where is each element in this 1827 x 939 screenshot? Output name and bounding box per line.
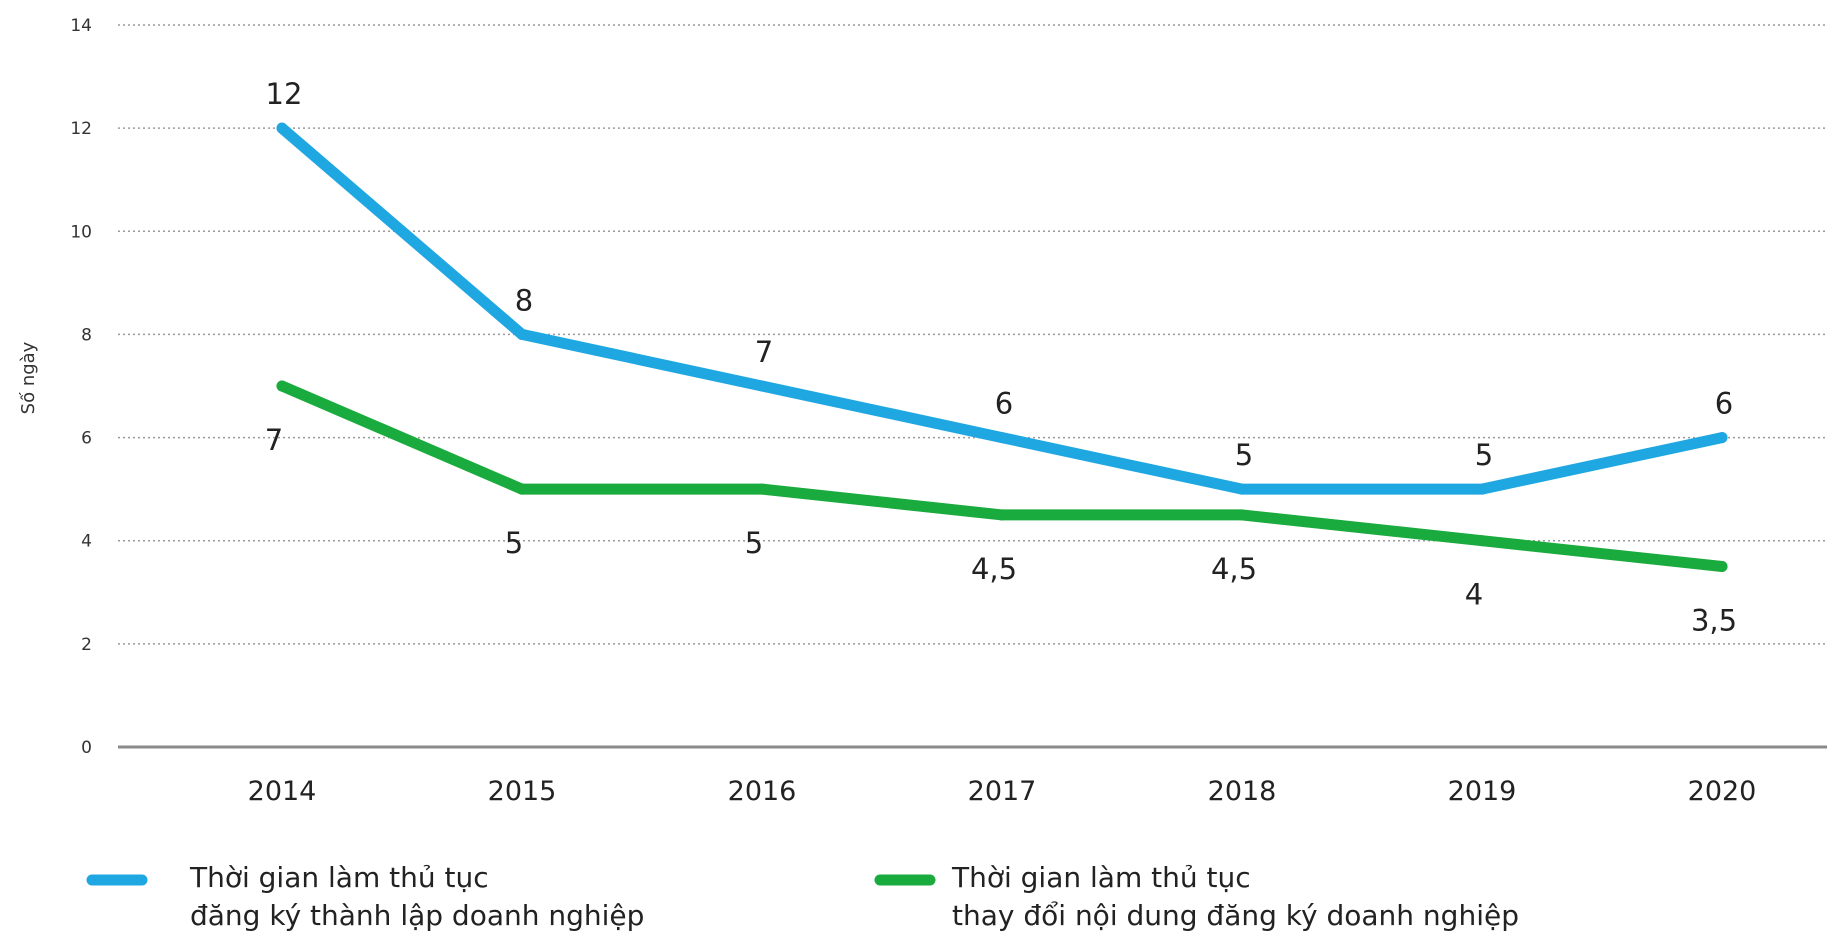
data-label-series-1-2014: 12 bbox=[266, 77, 303, 111]
x-tick-label-2020: 2020 bbox=[1688, 776, 1757, 807]
y-tick-label-2: 2 bbox=[81, 635, 92, 655]
data-labels: 12 8 7 6 5 5 6 7 5 5 4,5 4,5 4 3,5 bbox=[265, 77, 1737, 637]
y-tick-label-0: 0 bbox=[81, 738, 92, 758]
y-tick-label-4: 4 bbox=[81, 532, 92, 552]
x-tick-label-2015: 2015 bbox=[488, 776, 557, 807]
data-label-series-2-2020: 3,5 bbox=[1691, 604, 1737, 638]
data-label-series-1-2020: 6 bbox=[1715, 387, 1733, 421]
x-tick-label-2017: 2017 bbox=[968, 776, 1037, 807]
series-1-point-2016 bbox=[756, 380, 768, 392]
data-label-series-2-2016: 5 bbox=[745, 526, 763, 560]
series-2-point-2015 bbox=[516, 483, 528, 495]
legend-label-1: Thời gian làm thủ tục đăng ký thành lập d… bbox=[189, 861, 644, 932]
y-tick-label-6: 6 bbox=[81, 429, 92, 449]
data-label-series-2-2017: 4,5 bbox=[971, 552, 1017, 586]
series-1-point-2018 bbox=[1236, 483, 1248, 495]
data-label-series-1-2017: 6 bbox=[995, 387, 1013, 421]
series-1-point-2015 bbox=[516, 328, 528, 340]
data-label-series-1-2016: 7 bbox=[755, 335, 773, 369]
y-tick-label-10: 10 bbox=[70, 222, 92, 242]
data-label-series-2-2015: 5 bbox=[505, 526, 523, 560]
series-2-point-2017 bbox=[996, 509, 1008, 521]
y-tick-label-8: 8 bbox=[81, 325, 92, 345]
series-1-point-2020 bbox=[1716, 432, 1728, 444]
x-axis: 2014 2015 2016 2017 2018 2019 2020 bbox=[248, 776, 1757, 807]
series-1-point-2014 bbox=[276, 122, 288, 134]
y-tick-label-12: 12 bbox=[70, 119, 92, 139]
data-label-series-2-2014: 7 bbox=[265, 423, 283, 457]
gridlines bbox=[118, 24, 1827, 749]
data-label-series-1-2019: 5 bbox=[1475, 438, 1493, 472]
series-2-point-2018 bbox=[1236, 509, 1248, 521]
series-2-point-2020 bbox=[1716, 561, 1728, 572]
y-axis-title: Số ngày bbox=[18, 341, 39, 414]
y-tick-label-14: 14 bbox=[70, 16, 92, 36]
legend-label-2: Thời gian làm thủ tục thay đổi nội dung đ… bbox=[951, 861, 1519, 932]
y-axis: 0 2 4 6 8 10 12 14 bbox=[70, 16, 92, 758]
x-tick-label-2018: 2018 bbox=[1208, 776, 1277, 807]
data-label-series-1-2018: 5 bbox=[1235, 438, 1253, 472]
data-label-series-2-2019: 4 bbox=[1465, 578, 1483, 612]
x-tick-label-2016: 2016 bbox=[728, 776, 797, 807]
legend: Thời gian làm thủ tục đăng ký thành lập d… bbox=[86, 861, 1519, 932]
series-1-point-2019 bbox=[1476, 483, 1488, 495]
x-tick-label-2014: 2014 bbox=[248, 776, 317, 807]
x-tick-label-2019: 2019 bbox=[1448, 776, 1517, 807]
series-2-point-2014 bbox=[276, 380, 288, 392]
series-2-point-2019 bbox=[1476, 535, 1488, 547]
series bbox=[276, 122, 1728, 572]
data-label-series-2-2018: 4,5 bbox=[1211, 552, 1257, 586]
data-label-series-1-2015: 8 bbox=[515, 283, 533, 317]
series-2-point-2016 bbox=[756, 483, 768, 495]
series-1-point-2017 bbox=[996, 432, 1008, 444]
